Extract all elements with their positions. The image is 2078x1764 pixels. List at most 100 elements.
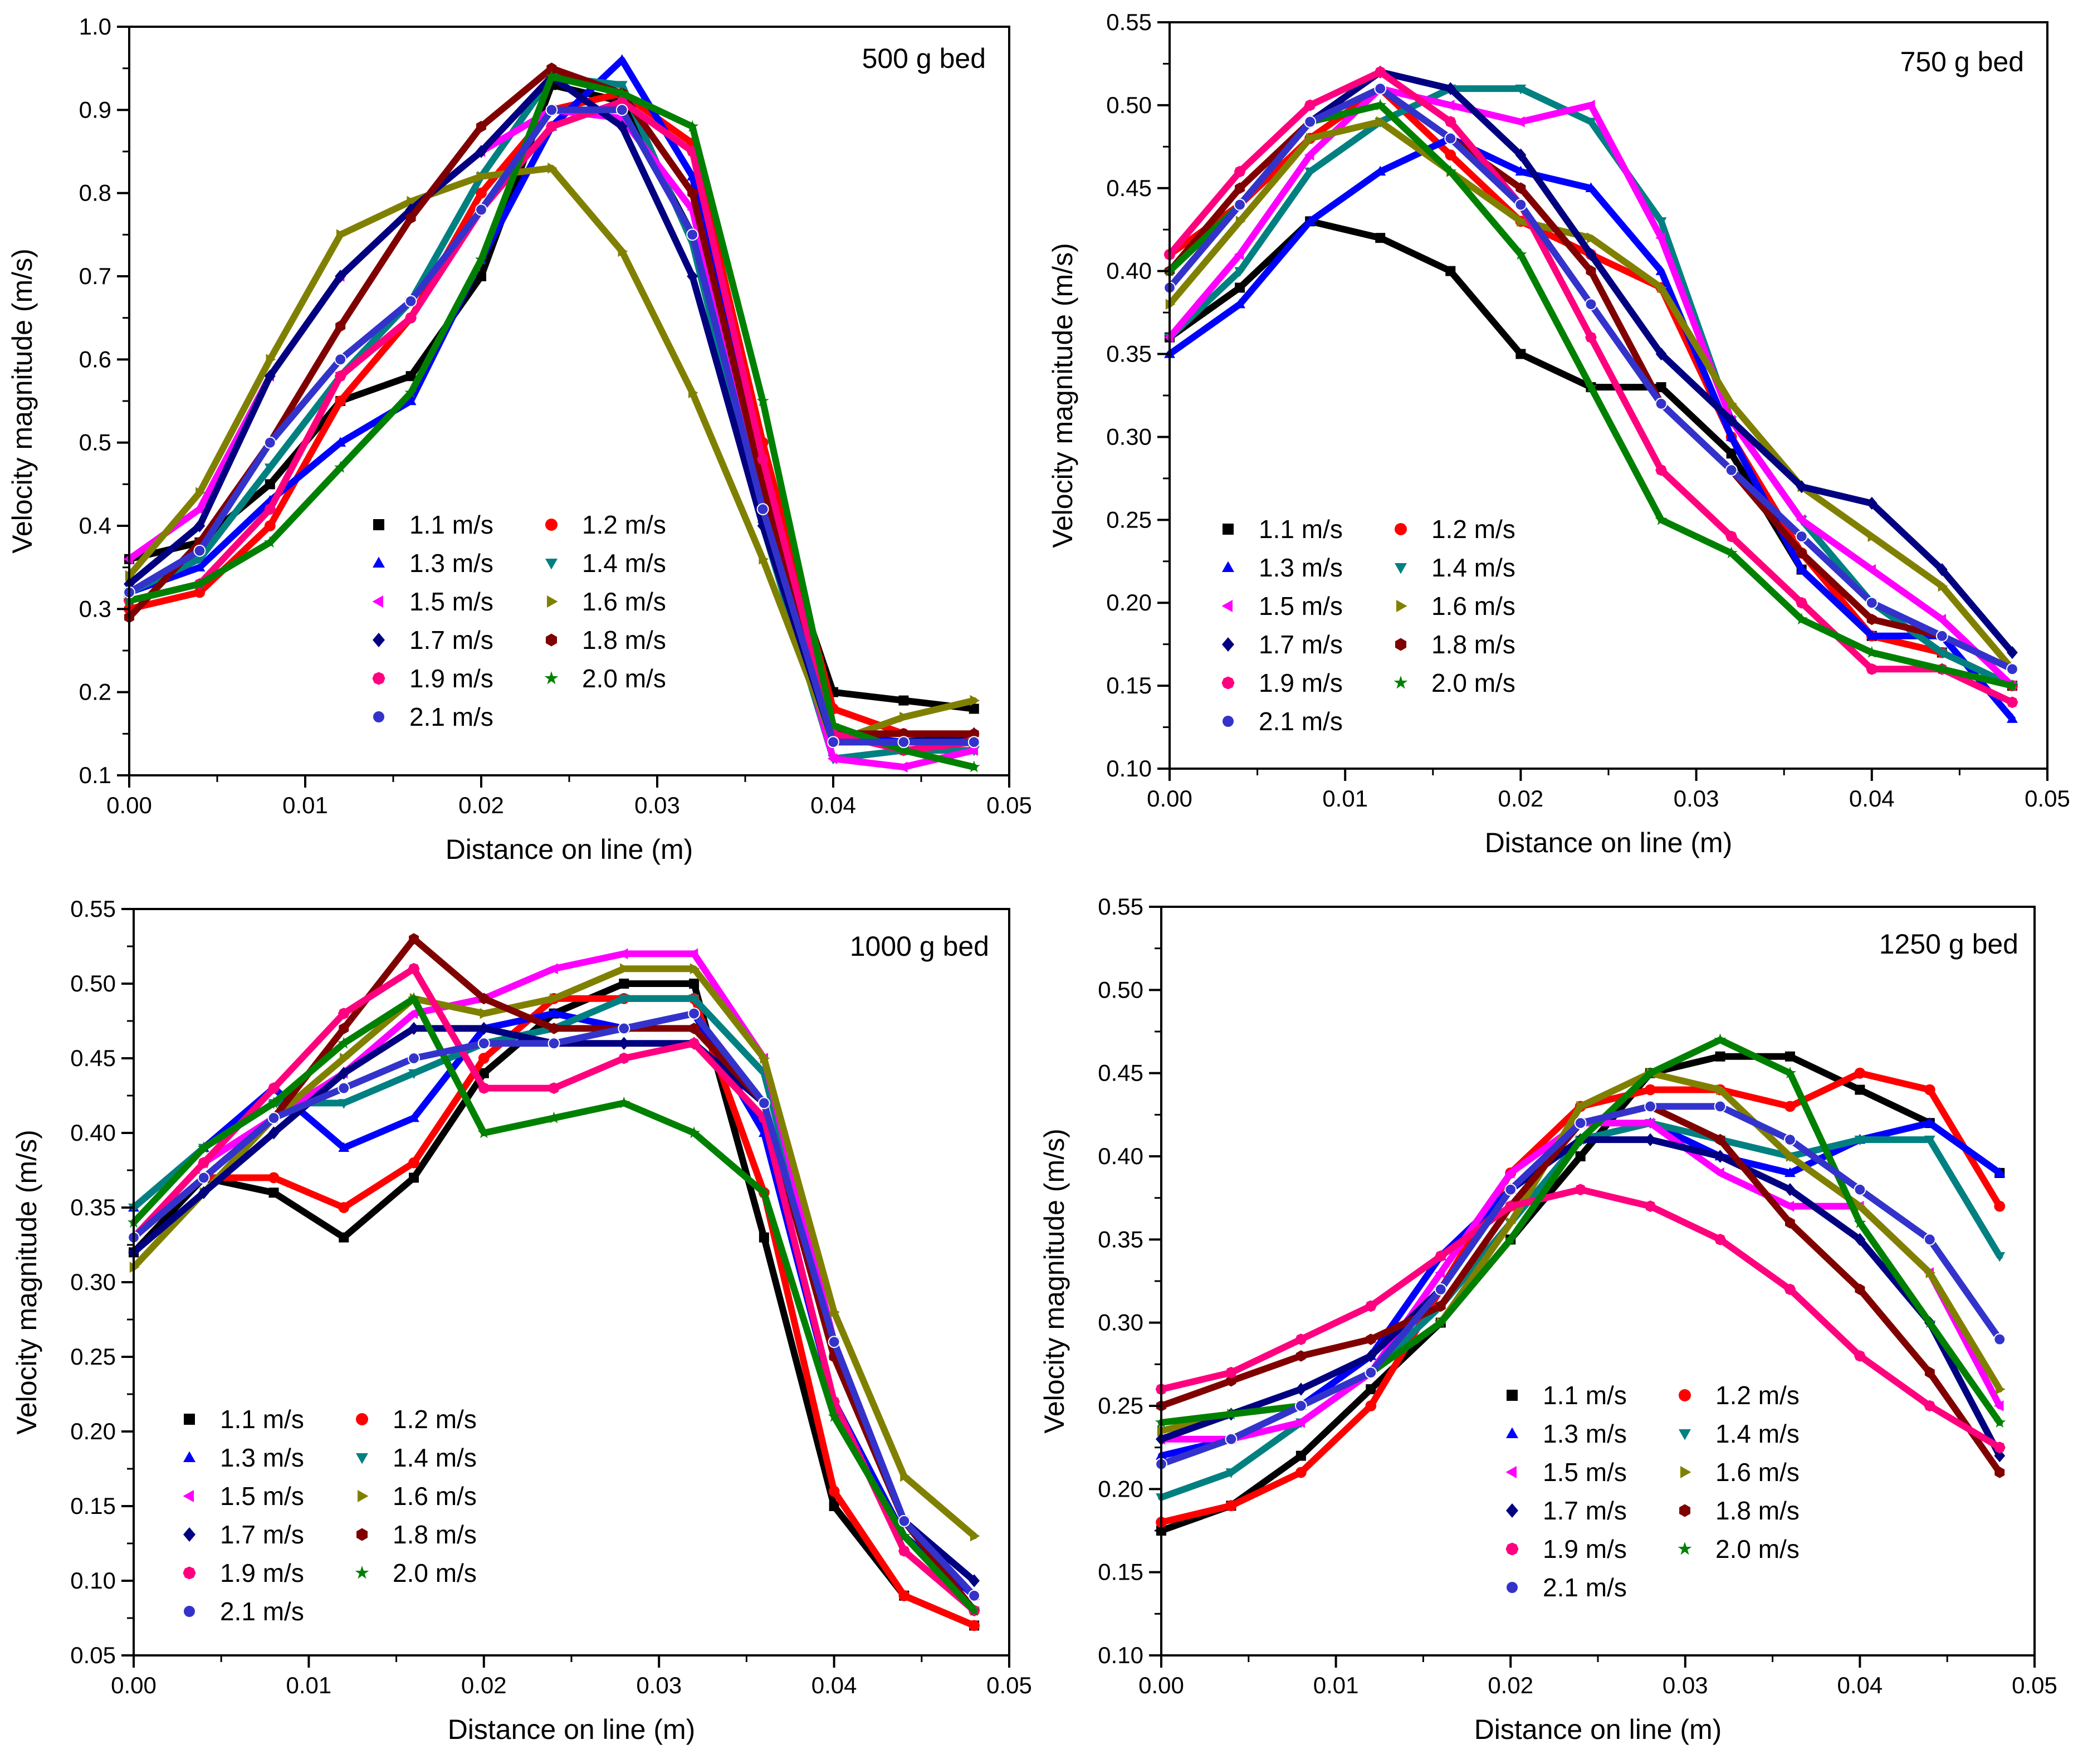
data-point (828, 1336, 840, 1348)
data-point (616, 54, 628, 64)
data-point (616, 81, 628, 91)
data-point (827, 719, 840, 731)
y-tick-label: 0.15 (1106, 672, 1152, 698)
data-point (757, 453, 769, 465)
x-axis-title: Distance on line (m) (1485, 827, 1733, 858)
data-point (2006, 663, 2018, 676)
data-point (477, 1126, 490, 1138)
data-point (1225, 1468, 1237, 1478)
x-tick-label: 0.04 (1837, 1672, 1883, 1698)
data-point (686, 228, 699, 241)
data-point (1225, 1433, 1238, 1445)
data-point (1644, 1067, 1657, 1079)
data-point (1645, 1084, 1656, 1096)
data-point (1725, 413, 1737, 427)
data-point (1714, 1100, 1727, 1113)
legend-label: 1.8 m/s (393, 1520, 477, 1549)
data-point (476, 145, 487, 158)
legend-marker (1396, 600, 1407, 612)
legend: 1.1 m/s 1.2 m/s 1.3 m/s 1.4 m/s 1.5 m/s 1.6 m… (372, 510, 666, 731)
data-point (760, 1053, 770, 1064)
legend-marker (355, 1566, 369, 1579)
x-tick-label: 0.00 (1147, 785, 1192, 812)
data-point (2006, 679, 2019, 691)
data-point (1376, 116, 1386, 128)
data-point (1784, 1167, 1796, 1177)
data-point (1374, 82, 1387, 95)
data-point (1575, 1151, 1586, 1161)
legend-marker (184, 1414, 195, 1425)
data-point (1444, 99, 1455, 111)
data-point (477, 1037, 490, 1050)
x-tick-label: 0.05 (986, 1672, 1032, 1698)
legend-label: 1.4 m/s (1715, 1419, 1800, 1448)
data-point (1866, 613, 1877, 626)
y-tick-label: 0.40 (70, 1120, 116, 1146)
chart-panel-3: 0.00 0.01 0.02 0.03 0.04 0.05 0.05 0.10 0.15 0.20… (11, 896, 1032, 1745)
data-point (688, 1037, 700, 1049)
data-point (1445, 82, 1456, 95)
data-point (1866, 496, 1877, 510)
data-point (548, 1008, 560, 1018)
legend-marker (1395, 638, 1406, 651)
data-point (1585, 298, 1597, 311)
data-point (1994, 1167, 2006, 1177)
legend-marker (356, 1453, 368, 1464)
y-tick-label: 1.0 (79, 13, 111, 40)
data-point (1515, 148, 1527, 162)
data-point (1938, 580, 1948, 592)
data-point (1655, 464, 1667, 476)
data-point (547, 1111, 560, 1123)
data-point (264, 463, 276, 473)
data-point (1994, 1449, 2006, 1463)
data-point (1304, 149, 1314, 161)
data-point (1585, 182, 1597, 192)
data-point (1655, 265, 1667, 275)
data-point (827, 736, 839, 749)
legend-label: 1.9 m/s (409, 664, 493, 693)
data-point (1514, 198, 1527, 211)
y-tick-label: 0.30 (70, 1269, 116, 1295)
legend-label: 1.6 m/s (1431, 592, 1515, 620)
data-point (897, 736, 910, 749)
data-point (1796, 597, 1808, 609)
data-point (1854, 1233, 1866, 1247)
y-tick-label: 0.05 (70, 1642, 116, 1668)
data-point (688, 1007, 700, 1020)
legend-marker (1680, 1466, 1691, 1478)
data-point (1935, 662, 1948, 675)
data-point (193, 544, 206, 557)
legend-marker (372, 595, 383, 608)
legend-marker (1505, 1542, 1519, 1556)
legend-marker (1395, 523, 1407, 535)
data-point (899, 711, 910, 723)
data-point (1515, 182, 1526, 194)
legend: 1.1 m/s 1.2 m/s 1.3 m/s 1.4 m/s 1.5 m/s 1.6 m… (1221, 515, 1515, 736)
series-line-1-6-m-s (126, 164, 977, 746)
data-point (1655, 232, 1665, 244)
data-point (1994, 1252, 2006, 1262)
legend-marker (545, 559, 558, 570)
data-point (759, 553, 769, 565)
x-tick-label: 0.05 (2012, 1672, 2057, 1698)
y-tick-label: 0.35 (1106, 341, 1152, 367)
data-point (264, 503, 276, 515)
data-point (686, 120, 699, 132)
data-point (1444, 132, 1457, 145)
series-line-2-1-m-s (126, 106, 977, 746)
data-point (478, 1022, 490, 1035)
chart-panel-1: 0.00 0.01 0.02 0.03 0.04 0.05 0.1 0.2 0.3 0.4 0.5 0… (7, 13, 1032, 865)
legend-label: 2.0 m/s (582, 664, 666, 693)
legend-marker (183, 1527, 195, 1542)
y-tick-label: 0.25 (1098, 1392, 1143, 1419)
data-point (1994, 1467, 2005, 1478)
legend-label: 1.8 m/s (582, 626, 666, 654)
y-tick-label: 0.45 (70, 1045, 116, 1071)
x-tick-label: 0.01 (1313, 1672, 1359, 1698)
data-point (546, 62, 557, 74)
data-point (1936, 648, 1948, 658)
data-point (546, 120, 558, 133)
data-point (827, 753, 838, 765)
legend-marker (373, 633, 385, 647)
legend-marker (1679, 1429, 1691, 1440)
